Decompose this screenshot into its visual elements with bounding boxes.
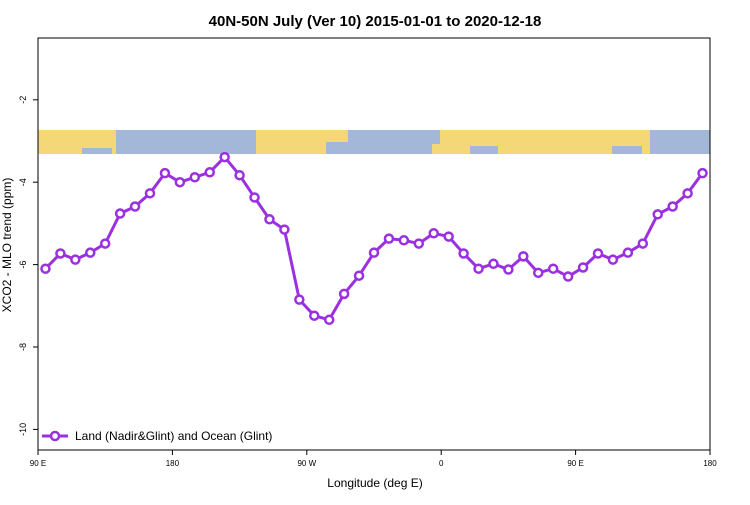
point bbox=[533, 267, 544, 279]
point bbox=[518, 251, 529, 262]
point bbox=[622, 247, 634, 258]
y-tick-label: -4 bbox=[18, 178, 28, 186]
point bbox=[503, 264, 514, 275]
legend-label: Land (Nadir&Glint) and Ocean (Glint) bbox=[75, 429, 272, 443]
y-tick-label: -10 bbox=[18, 423, 28, 436]
point bbox=[234, 169, 245, 181]
point bbox=[413, 238, 425, 249]
point bbox=[353, 270, 365, 281]
point bbox=[249, 192, 260, 203]
point bbox=[338, 288, 350, 300]
point bbox=[398, 235, 410, 246]
y-axis-label: XCO2 - MLO trend (ppm) bbox=[0, 178, 14, 313]
point bbox=[114, 208, 126, 219]
point bbox=[159, 167, 171, 179]
x-axis-label: Longitude (deg E) bbox=[327, 476, 422, 490]
point bbox=[294, 294, 305, 305]
point bbox=[99, 238, 111, 249]
point bbox=[682, 188, 693, 199]
point bbox=[70, 254, 81, 265]
point bbox=[144, 188, 156, 199]
point bbox=[204, 167, 215, 178]
point bbox=[488, 258, 499, 270]
y-tick-label: -6 bbox=[18, 261, 28, 269]
point bbox=[547, 263, 559, 274]
point bbox=[667, 201, 678, 212]
point bbox=[174, 176, 186, 188]
legend-marker bbox=[49, 430, 61, 442]
point bbox=[607, 254, 619, 265]
chart-title: 40N-50N July (Ver 10) 2015-01-01 to 2020… bbox=[209, 13, 542, 30]
series-line bbox=[44, 155, 704, 322]
point bbox=[473, 263, 484, 274]
x-tick-label: 0 bbox=[439, 459, 444, 468]
point bbox=[309, 310, 320, 321]
map-strip bbox=[38, 130, 710, 154]
y-tick-label: -8 bbox=[18, 343, 28, 351]
x-tick-label: 180 bbox=[703, 459, 717, 468]
point bbox=[279, 224, 290, 235]
point bbox=[55, 248, 66, 259]
point bbox=[129, 201, 141, 212]
point bbox=[562, 271, 574, 282]
x-tick-label: 180 bbox=[166, 459, 180, 468]
point bbox=[697, 167, 708, 179]
x-tick-label: 90 E bbox=[30, 459, 46, 468]
point bbox=[577, 262, 589, 273]
point bbox=[428, 228, 439, 239]
point bbox=[368, 247, 380, 258]
point bbox=[85, 247, 96, 258]
point bbox=[40, 263, 51, 274]
point bbox=[323, 314, 335, 326]
point bbox=[592, 248, 604, 259]
plot-frame bbox=[37, 37, 711, 451]
point bbox=[219, 151, 230, 163]
point bbox=[637, 238, 649, 249]
point bbox=[383, 233, 395, 244]
point bbox=[652, 209, 663, 220]
legend: Land (Nadir&Glint) and Ocean (Glint) bbox=[42, 429, 272, 443]
y-tick-label: -2 bbox=[18, 96, 28, 104]
x-tick-label: 90 W bbox=[297, 459, 316, 468]
x-tick-label: 90 E bbox=[567, 459, 583, 468]
point bbox=[458, 248, 469, 259]
point bbox=[264, 214, 275, 225]
point bbox=[189, 172, 201, 183]
point bbox=[443, 231, 454, 242]
